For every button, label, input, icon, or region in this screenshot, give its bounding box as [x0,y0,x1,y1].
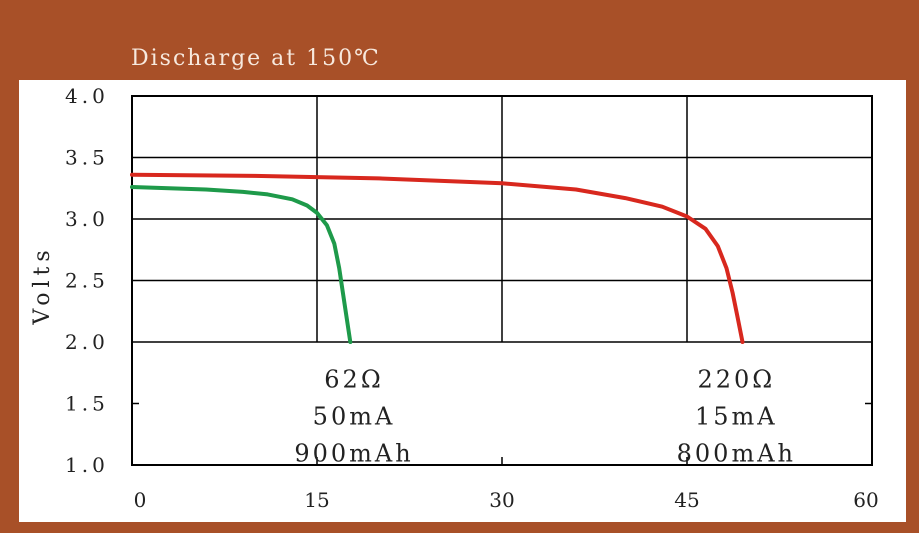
series-layer [130,172,745,344]
x-tick-label: 15 [304,488,329,512]
y-tick-label: 2.5 [65,269,109,293]
y-tick-label: 1.0 [65,453,109,477]
y-tick-label: 1.5 [65,392,109,416]
annotation-line: 900mAh [294,439,413,467]
plot-panel [19,80,906,522]
annotation-line: 800mAh [677,439,796,467]
y-tick-label: 4.0 [65,84,109,108]
x-tick-label: 45 [674,488,699,512]
chart-title: Discharge at 150℃ [131,46,381,71]
series-line-2 [130,172,745,344]
x-tick-label: 0 [134,488,147,512]
annotation-line: 220Ω [697,365,775,393]
grid-lines [131,95,873,466]
y-axis-label: Volts [30,245,55,325]
x-tick-label: 60 [853,488,878,512]
y-tick-label: 3.0 [65,207,109,231]
curve-annotation: 62Ω 50mA 900mAh [294,365,413,467]
x-tick-label: 30 [489,488,514,512]
annotation-line: 50mA [313,402,396,430]
y-tick-label: 3.5 [65,146,109,170]
annotations: 62Ω 50mA 900mAh 220Ω 15mA 800mAh [294,365,796,467]
y-tick-label: 2.0 [65,330,109,354]
series-line-1 [130,185,353,344]
annotation-line: 62Ω [324,365,383,393]
annotation-line: 15mA [695,402,778,430]
curve-annotation: 220Ω 15mA 800mAh [677,365,796,467]
tick-labels: 4.0 3.5 3.0 2.5 2.0 1.5 1.0 0 15 30 45 60 [65,84,879,512]
